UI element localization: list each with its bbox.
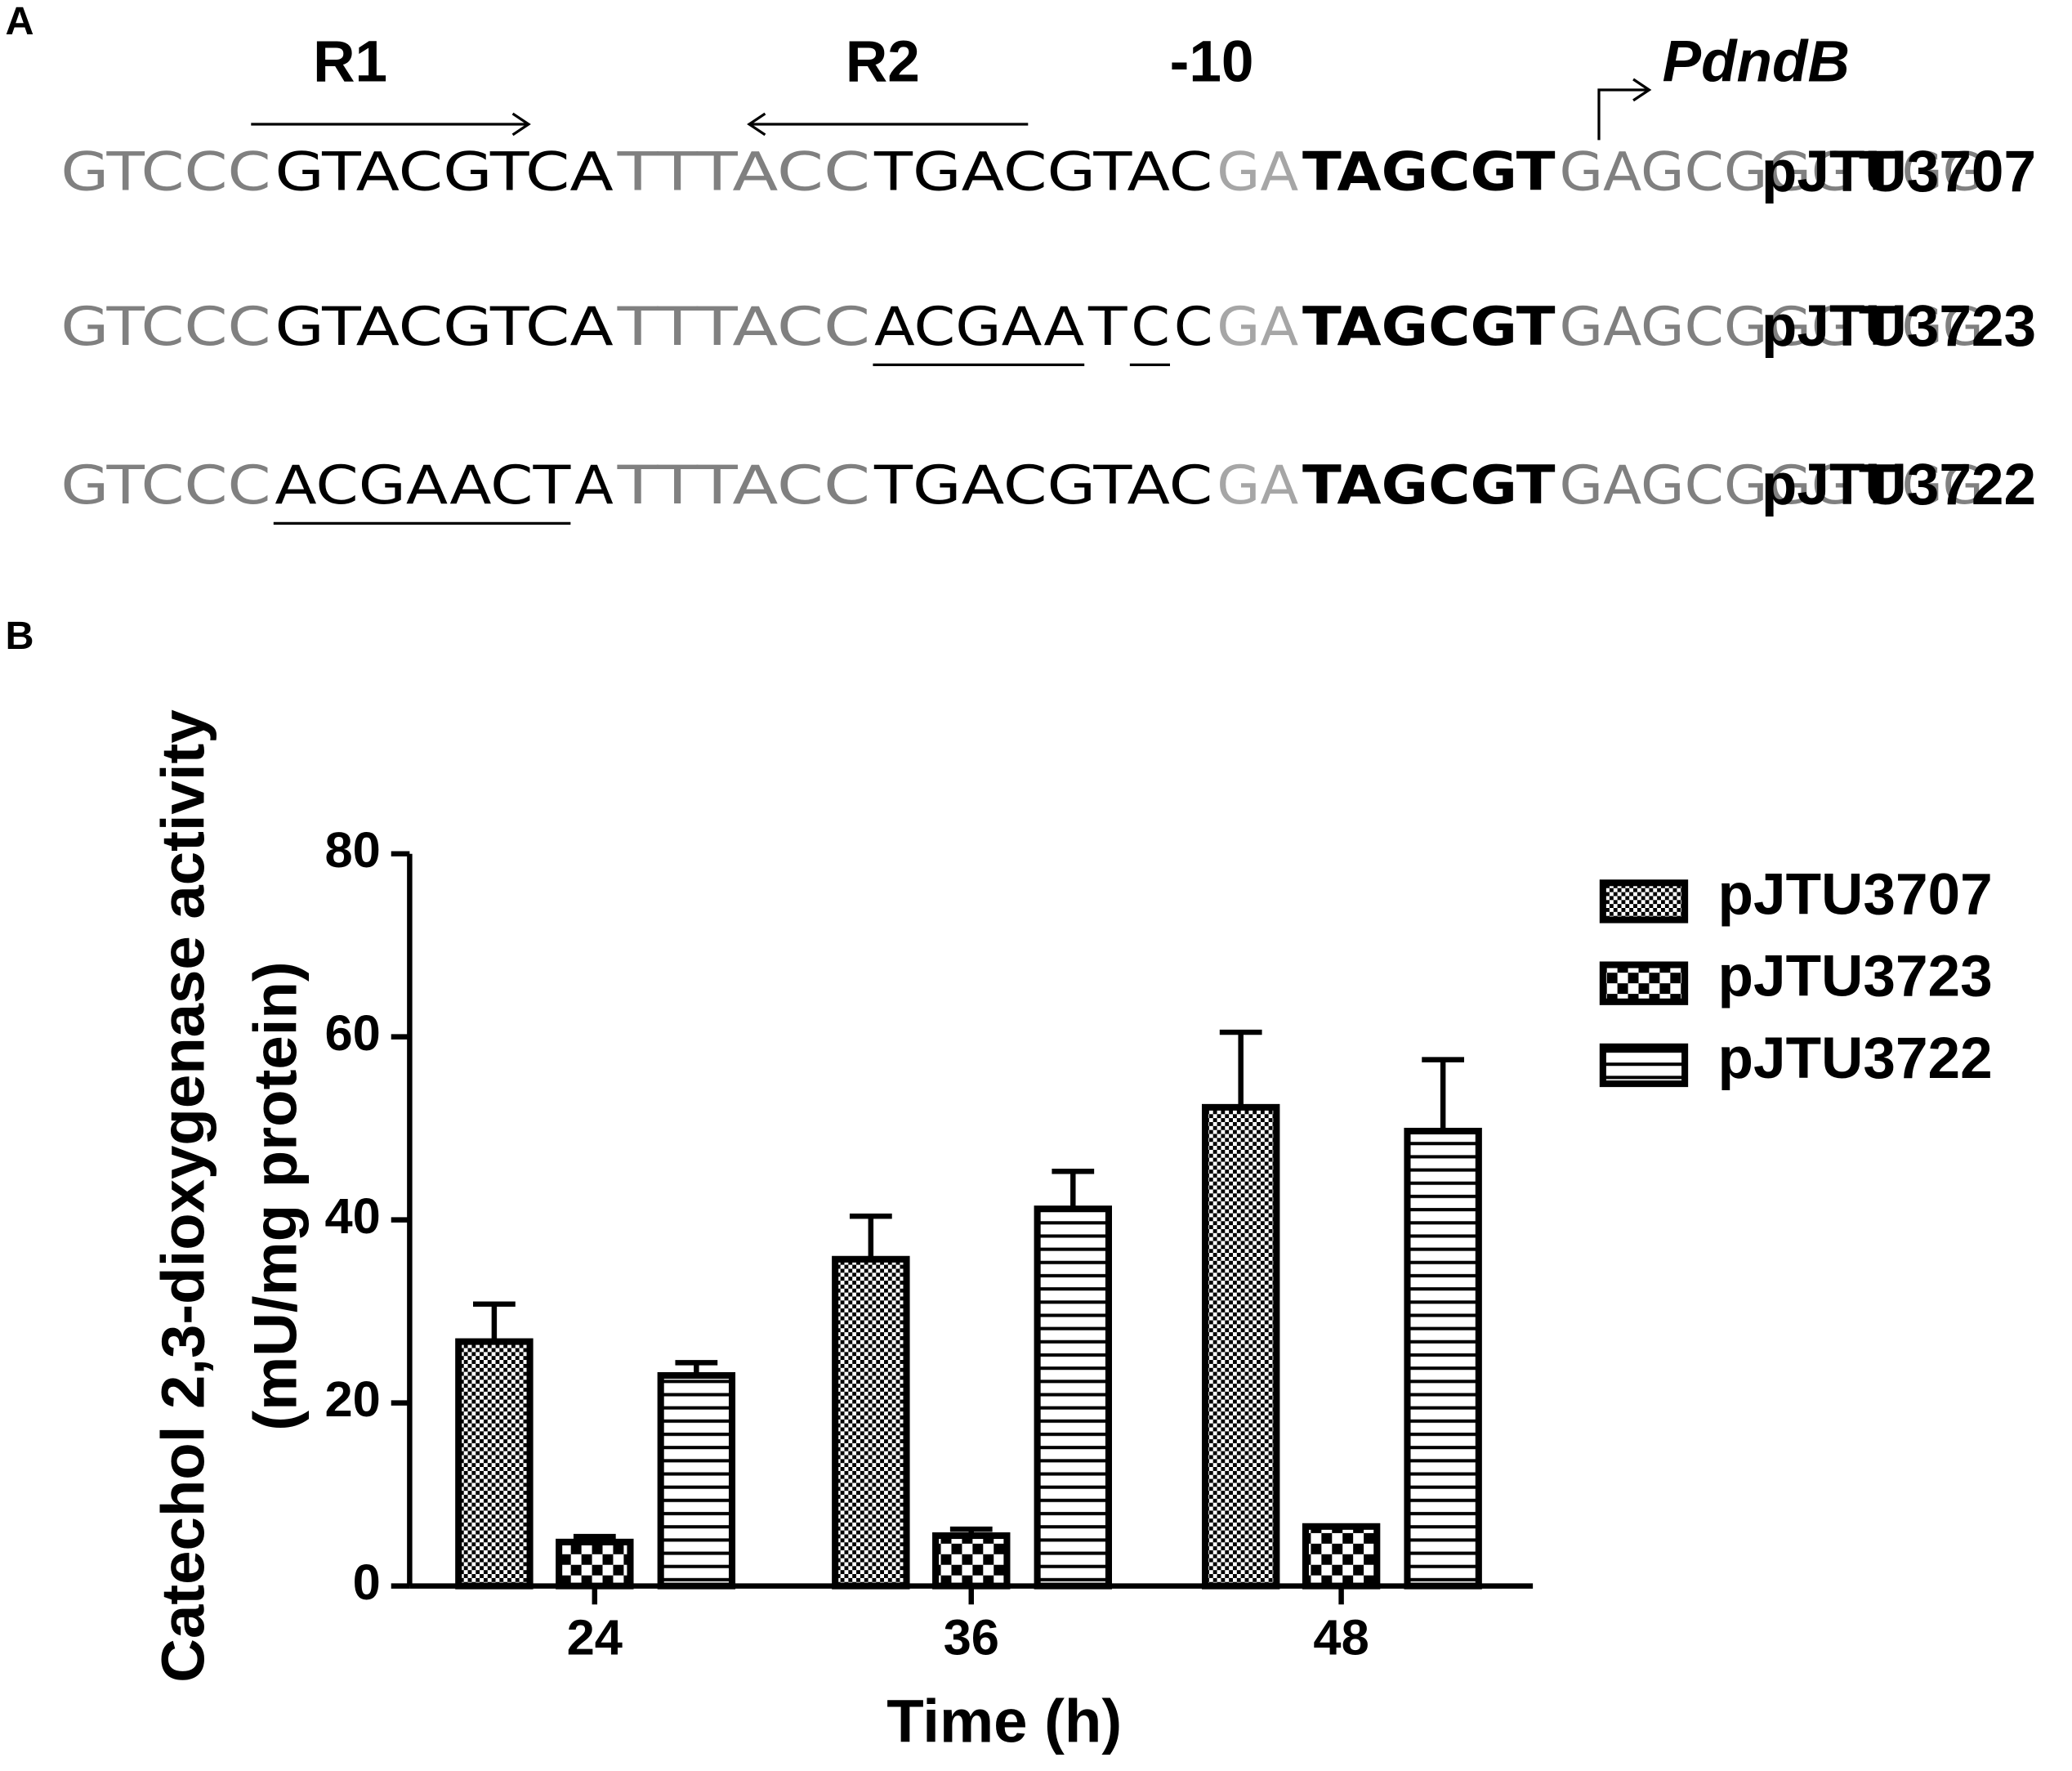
legend-label: pJTU3723 bbox=[1718, 945, 1993, 1009]
sequence-segment: GA bbox=[1217, 142, 1298, 203]
sequence-segment: GAGCGGG bbox=[1559, 455, 1855, 517]
sequence-segment: TGACGTAC bbox=[873, 142, 1213, 203]
sequence-segment: TAGCGT bbox=[1302, 142, 1556, 203]
bar bbox=[1034, 1205, 1112, 1590]
motif-annotation: R1 bbox=[313, 30, 387, 95]
sequence-segment: GTACGTCA bbox=[275, 142, 613, 203]
sequence-segment: C bbox=[1174, 297, 1213, 358]
sequence-segment: GA bbox=[1217, 455, 1298, 517]
x-tick-label: 24 bbox=[567, 1610, 623, 1666]
sequence-segment: TAGCGT bbox=[1302, 297, 1556, 358]
x-tick-label: 36 bbox=[944, 1610, 999, 1666]
sequence-segment: TAGCGT bbox=[1302, 455, 1556, 517]
construct-label: pJTU3723 bbox=[1762, 294, 2036, 359]
y-tick-label: 20 bbox=[324, 1371, 380, 1428]
motif-arrows bbox=[251, 78, 1652, 141]
bar bbox=[1302, 1523, 1381, 1590]
sequence-segment: GTCCC bbox=[60, 142, 270, 203]
sequence-segment: T bbox=[1859, 297, 1898, 358]
sequence-segment: T bbox=[1859, 142, 1898, 203]
sequence-segment: ACGAACT bbox=[275, 455, 571, 517]
sequence-segment: GG bbox=[1902, 455, 1984, 517]
bar bbox=[1404, 1127, 1482, 1590]
sequence-segment: TTTACC bbox=[616, 142, 870, 203]
sequence-segment: TGACGTAC bbox=[873, 455, 1213, 517]
sequence-segment: A bbox=[574, 455, 614, 517]
y-axis-label: Catechol 2,3-dioxygenase activity bbox=[149, 709, 217, 1682]
sequence-segment: T bbox=[1087, 297, 1128, 358]
bar bbox=[932, 1532, 1011, 1590]
construct-label: pJTU3707 bbox=[1762, 140, 2036, 204]
legend-label: pJTU3707 bbox=[1718, 862, 1993, 927]
sequence-segment: GTCCC bbox=[60, 455, 270, 517]
panel-label: B bbox=[5, 614, 33, 658]
bar bbox=[1201, 1103, 1280, 1590]
y-tick-label: 80 bbox=[324, 822, 380, 879]
sequence-segment: T bbox=[1859, 455, 1898, 517]
bar bbox=[657, 1371, 736, 1590]
bar bbox=[832, 1255, 910, 1590]
y-axis-label: (mU/mg protein) bbox=[242, 961, 310, 1430]
sequence-segment: C bbox=[1131, 297, 1170, 358]
bar bbox=[455, 1338, 534, 1590]
sequence-segment: GG bbox=[1902, 142, 1984, 203]
y-tick-label: 60 bbox=[324, 1005, 380, 1062]
sequence-segment: GAGCGGG bbox=[1559, 297, 1855, 358]
motif-annotation: -10 bbox=[1170, 30, 1254, 95]
bar bbox=[556, 1538, 634, 1590]
sequence-segment: GAGCGGG bbox=[1559, 142, 1855, 203]
sequence-segment: TTTACC bbox=[616, 455, 870, 517]
legend-swatch bbox=[1599, 879, 1689, 924]
legend-swatch bbox=[1599, 1043, 1689, 1088]
sequence-segment: GTCCC bbox=[60, 297, 270, 358]
motif-annotation: PdndB bbox=[1663, 30, 1850, 95]
y-tick-label: 40 bbox=[324, 1188, 380, 1245]
panel-label: A bbox=[5, 0, 33, 43]
motif-annotation: R2 bbox=[846, 30, 920, 95]
legend-label: pJTU3722 bbox=[1718, 1026, 1993, 1091]
sequence-segment: GG bbox=[1902, 297, 1984, 358]
sequence-segment: ACGAA bbox=[874, 297, 1084, 358]
construct-label: pJTU3722 bbox=[1762, 453, 2036, 517]
sequence-segment: GTACGTCA bbox=[275, 297, 613, 358]
sequence-segment: TTTACC bbox=[616, 297, 870, 358]
sequence-segment: GA bbox=[1217, 297, 1298, 358]
y-tick-label: 0 bbox=[353, 1554, 381, 1611]
legend-swatch bbox=[1599, 961, 1689, 1005]
x-axis-label: Time (h) bbox=[886, 1688, 1122, 1755]
x-tick-label: 48 bbox=[1313, 1610, 1369, 1666]
